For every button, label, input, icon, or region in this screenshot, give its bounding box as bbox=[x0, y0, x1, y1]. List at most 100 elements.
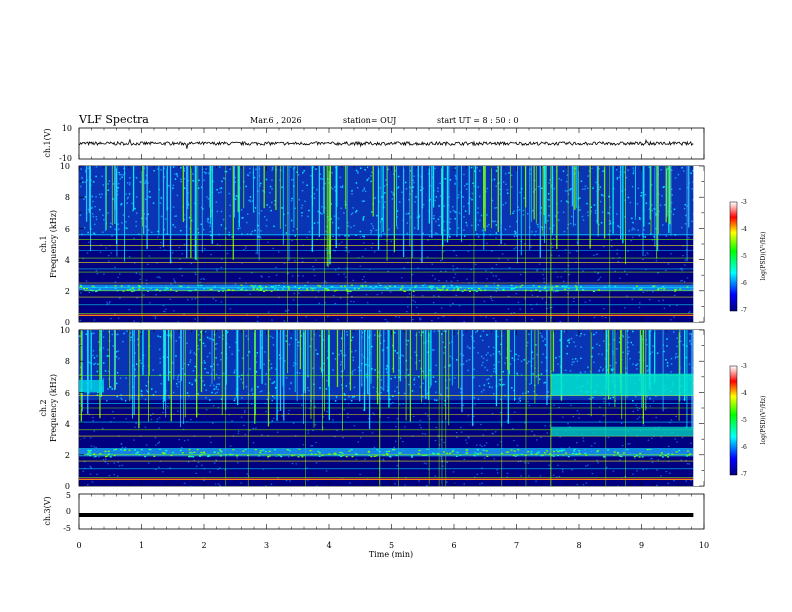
spec-speckle bbox=[234, 283, 237, 285]
spec-speckle bbox=[216, 363, 219, 366]
spec-speckle bbox=[463, 205, 465, 208]
spec-speckle bbox=[109, 386, 112, 388]
spec-speckle bbox=[602, 194, 604, 197]
spec-speckle bbox=[418, 215, 420, 218]
spec-speckle bbox=[80, 438, 82, 441]
spec-speckle bbox=[477, 224, 479, 226]
spec-speckle bbox=[330, 186, 332, 189]
spec-speckle bbox=[206, 196, 208, 198]
spec-speckle bbox=[571, 469, 573, 471]
spec-speckle bbox=[440, 259, 442, 262]
spec-speckle bbox=[532, 357, 534, 360]
spec-speckle bbox=[399, 403, 401, 406]
spec-speckle bbox=[455, 178, 457, 180]
ch1-cbar-tick-4: -4 bbox=[741, 226, 747, 233]
spec-speckle bbox=[434, 232, 437, 234]
spec-speckle bbox=[228, 231, 231, 234]
spec-speckle bbox=[580, 346, 582, 348]
hiss-speckle bbox=[197, 284, 200, 287]
spec-speckle bbox=[566, 174, 569, 176]
spec-speckle bbox=[116, 395, 119, 398]
spec-speckle bbox=[449, 355, 451, 358]
spec-speckle bbox=[180, 167, 182, 169]
spec-speckle bbox=[567, 339, 569, 342]
spec-speckle bbox=[458, 305, 461, 307]
spec-speckle bbox=[298, 198, 301, 201]
hiss-speckle bbox=[638, 456, 641, 458]
spec-speckle bbox=[480, 391, 483, 393]
spec-speckle bbox=[102, 362, 105, 364]
hiss-speckle bbox=[350, 284, 353, 286]
spec-speckle bbox=[372, 412, 374, 414]
spec-speckle bbox=[439, 182, 441, 184]
spec-speckle bbox=[145, 444, 148, 446]
hiss-speckle bbox=[536, 452, 539, 454]
hiss-speckle bbox=[556, 285, 559, 287]
spec-upper-band bbox=[79, 166, 694, 237]
hiss-speckle bbox=[88, 454, 91, 457]
spec-speckle bbox=[462, 334, 464, 336]
spec-speckle bbox=[214, 392, 217, 395]
spec-speckle bbox=[240, 209, 243, 211]
spec-speckle bbox=[462, 196, 465, 198]
ch2-ytick-10: 10 bbox=[60, 326, 70, 335]
spec-speckle bbox=[470, 166, 473, 169]
spec-speckle bbox=[218, 377, 220, 379]
spec-speckle bbox=[374, 369, 376, 371]
spec-speckle bbox=[304, 200, 306, 203]
spec-speckle bbox=[478, 385, 481, 387]
spec-speckle bbox=[486, 187, 488, 190]
spec-speckle bbox=[128, 256, 131, 258]
spec-speckle bbox=[113, 474, 116, 476]
spec-speckle bbox=[271, 167, 274, 170]
spec-speckle bbox=[186, 342, 188, 344]
spec-speckle bbox=[594, 212, 597, 214]
hiss-speckle bbox=[310, 453, 313, 455]
hiss-speckle bbox=[674, 288, 677, 291]
spec-speckle bbox=[351, 396, 354, 398]
spec-speckle bbox=[361, 255, 364, 258]
hiss-speckle bbox=[340, 285, 343, 287]
spec-speckle bbox=[486, 278, 488, 280]
spec-speckle bbox=[495, 224, 498, 226]
spec-speckle bbox=[501, 253, 504, 255]
spec-speckle bbox=[215, 342, 218, 345]
spec-speckle bbox=[563, 280, 565, 282]
spec-speckle bbox=[486, 214, 488, 216]
spec-speckle bbox=[312, 186, 315, 189]
spec-speckle bbox=[319, 387, 321, 389]
spec-speckle bbox=[531, 430, 533, 433]
spec-speckle bbox=[606, 369, 609, 371]
hiss-speckle bbox=[412, 290, 415, 293]
spec-speckle bbox=[314, 406, 317, 408]
hiss-speckle bbox=[573, 450, 576, 452]
spec-speckle bbox=[660, 168, 662, 171]
hiss-speckle bbox=[663, 288, 666, 290]
spec-speckle bbox=[663, 204, 666, 206]
spec-speckle bbox=[268, 368, 271, 371]
hiss-speckle bbox=[133, 449, 136, 451]
emission-band bbox=[550, 373, 694, 396]
ch1-cbar-tick-3: -3 bbox=[741, 199, 747, 206]
spec-speckle bbox=[256, 316, 259, 318]
spec-speckle bbox=[551, 246, 554, 248]
spec-speckle bbox=[513, 248, 515, 250]
spec-speckle bbox=[355, 169, 358, 172]
spec-speckle bbox=[594, 209, 597, 212]
spec-speckle bbox=[148, 190, 151, 193]
spec-speckle bbox=[288, 343, 291, 346]
spec-speckle bbox=[440, 270, 442, 273]
spec-speckle bbox=[510, 174, 513, 177]
spec-speckle bbox=[498, 361, 500, 363]
spec-speckle bbox=[601, 353, 603, 356]
hiss-speckle bbox=[274, 285, 277, 287]
spec-speckle bbox=[495, 185, 497, 188]
spec-speckle bbox=[480, 355, 483, 358]
spec-speckle bbox=[118, 228, 120, 231]
spec-speckle bbox=[220, 301, 223, 303]
spec-speckle bbox=[102, 184, 105, 186]
ch2-cbar-tick-5: -5 bbox=[741, 417, 747, 424]
spec-speckle bbox=[93, 181, 95, 183]
spec-speckle bbox=[111, 235, 113, 237]
spec-speckle bbox=[483, 389, 485, 391]
